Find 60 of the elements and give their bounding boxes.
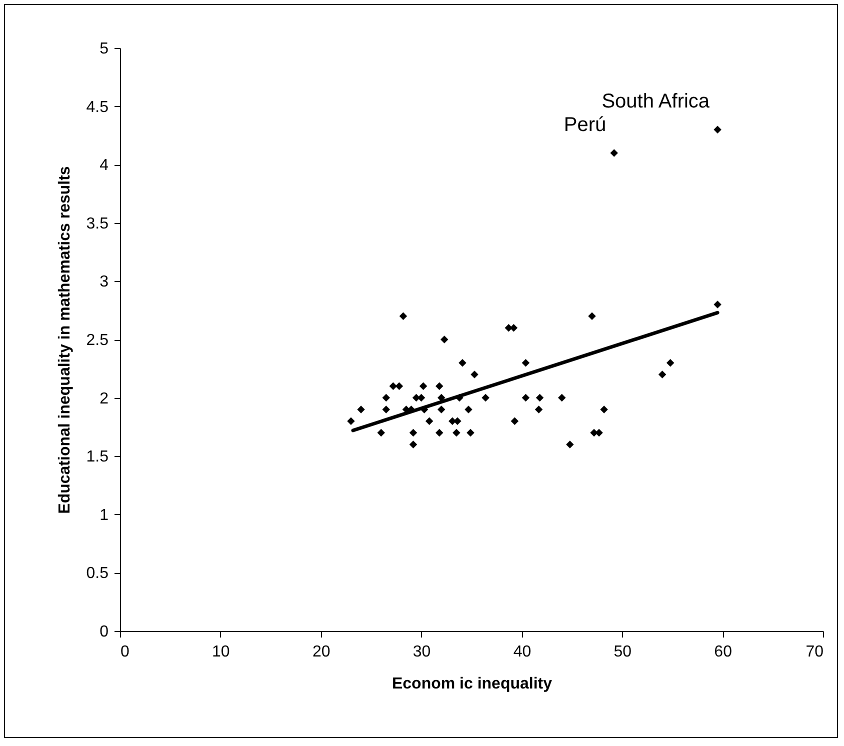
point	[566, 440, 574, 448]
y-tick-label: 0.5	[86, 565, 109, 582]
point	[588, 312, 596, 320]
point	[438, 406, 446, 414]
y-tick-label: 2	[100, 390, 109, 408]
y-tick-label: 4.5	[86, 98, 109, 116]
y-tick-label: 0	[100, 624, 109, 640]
y-tick-label: 3	[100, 274, 109, 291]
point	[482, 394, 490, 402]
point	[435, 382, 444, 390]
point	[399, 312, 408, 320]
point	[558, 394, 566, 402]
x-tick-label: 10	[212, 644, 230, 660]
point	[466, 428, 474, 437]
point	[357, 406, 365, 414]
x-axis-title: Econom ic inequality	[392, 676, 552, 692]
y-axis-title: Educational inequality in mathematics results	[56, 166, 74, 514]
y-tick-label: 2.5	[86, 332, 109, 349]
point	[610, 149, 618, 157]
point	[534, 406, 543, 414]
y-tick-label: 1	[100, 506, 109, 524]
x-tick-label: 60	[714, 644, 732, 660]
point	[454, 417, 462, 425]
point	[666, 358, 674, 367]
y-tick-label: 1.5	[86, 448, 109, 466]
y-tick-label: 4	[100, 157, 109, 174]
point	[510, 417, 519, 425]
point	[435, 428, 444, 437]
x-tick-label: 0	[120, 644, 130, 660]
x-tick-label: 50	[614, 644, 632, 660]
point	[389, 382, 398, 390]
point	[440, 336, 448, 344]
point	[464, 406, 472, 414]
y-tick-label: 3.5	[86, 215, 109, 232]
point	[382, 406, 390, 414]
point	[382, 394, 390, 402]
y-tick-label: 5	[100, 40, 109, 58]
point	[409, 440, 418, 448]
point	[425, 417, 434, 425]
point	[395, 382, 404, 390]
point	[458, 358, 466, 367]
x-tick-label: 20	[312, 644, 330, 660]
point	[714, 300, 722, 308]
x-tick-label: 70	[806, 644, 824, 660]
x-tick-label: 30	[412, 644, 431, 660]
point	[522, 358, 530, 367]
point	[377, 428, 385, 437]
annotation: South Africa	[602, 90, 710, 113]
point	[714, 126, 722, 134]
point	[470, 370, 478, 378]
point	[419, 382, 428, 390]
x-tick-label: 40	[513, 644, 532, 660]
point	[522, 394, 530, 402]
point	[409, 428, 418, 437]
point	[536, 394, 544, 402]
point	[600, 406, 608, 414]
point	[347, 417, 355, 425]
annotation: Perú	[564, 114, 606, 136]
point	[658, 370, 666, 378]
point	[452, 428, 460, 437]
